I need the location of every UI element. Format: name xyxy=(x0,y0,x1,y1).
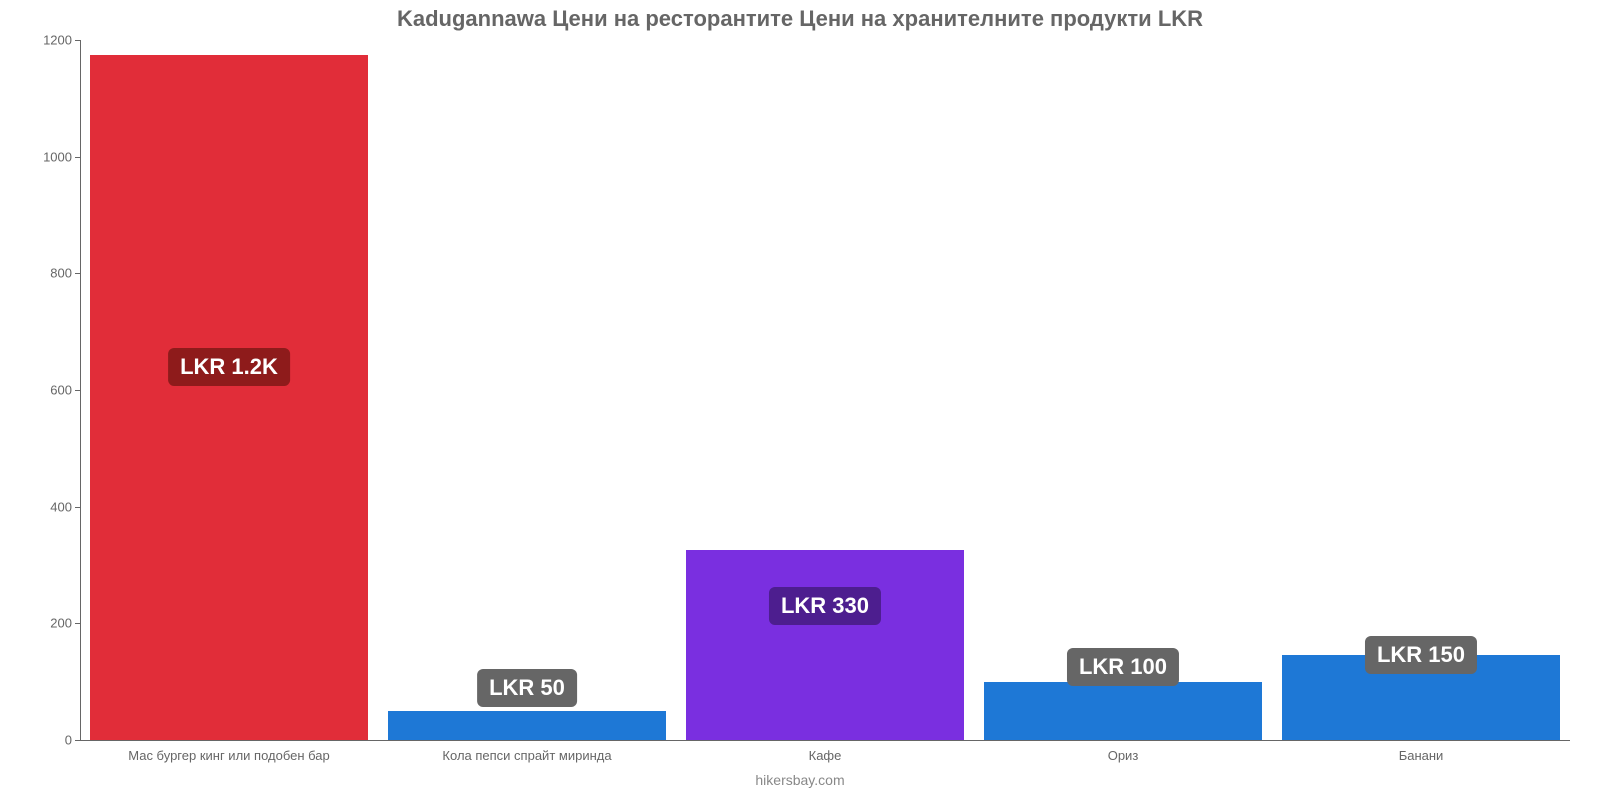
chart-title: Kadugannawa Цени на ресторантите Цени на… xyxy=(0,6,1600,32)
price-bar-chart: Kadugannawa Цени на ресторантите Цени на… xyxy=(0,0,1600,800)
category-label: Ориз xyxy=(1108,740,1139,763)
category-label: Банани xyxy=(1399,740,1444,763)
bar xyxy=(686,550,963,740)
category-label: Кафе xyxy=(809,740,842,763)
y-tick-label: 1200 xyxy=(43,33,80,48)
value-badge: LKR 50 xyxy=(477,669,577,707)
y-tick-label: 600 xyxy=(50,383,80,398)
y-tick-label: 400 xyxy=(50,499,80,514)
category-label: Кола пепси спрайт миринда xyxy=(442,740,611,763)
chart-footer: hikersbay.com xyxy=(0,772,1600,788)
plot-area: 020040060080010001200LKR 1.2KМас бургер … xyxy=(80,40,1570,740)
value-badge: LKR 1.2K xyxy=(168,348,290,386)
y-tick-label: 800 xyxy=(50,266,80,281)
bar xyxy=(388,711,665,740)
y-tick-label: 200 xyxy=(50,616,80,631)
value-badge: LKR 150 xyxy=(1365,636,1477,674)
y-tick-label: 1000 xyxy=(43,149,80,164)
category-label: Мас бургер кинг или подобен бар xyxy=(128,740,330,763)
y-axis xyxy=(80,40,81,740)
bar xyxy=(984,682,1261,740)
bar xyxy=(90,55,367,740)
value-badge: LKR 330 xyxy=(769,587,881,625)
value-badge: LKR 100 xyxy=(1067,648,1179,686)
y-tick-label: 0 xyxy=(65,733,80,748)
